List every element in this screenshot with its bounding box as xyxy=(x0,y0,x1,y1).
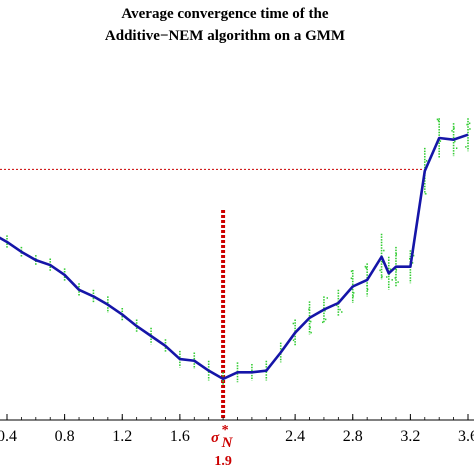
scatter-point xyxy=(425,160,428,162)
scatter-point xyxy=(394,277,396,279)
scatter-point xyxy=(379,269,381,272)
scatter-point xyxy=(364,265,367,268)
scatter-point xyxy=(391,279,393,281)
scatter-point xyxy=(341,311,343,313)
scatter-point xyxy=(412,254,415,257)
scatter-point xyxy=(366,284,368,287)
x-tick-label: 0.8 xyxy=(55,428,75,445)
annotations: σ *N 1.9 xyxy=(211,423,234,469)
scatter-point xyxy=(411,262,414,264)
scatter-point xyxy=(468,122,471,125)
scatter-point xyxy=(365,267,367,269)
scatter-point xyxy=(353,292,355,294)
optimal-noise-symbol: σ xyxy=(211,430,220,446)
scatter-point xyxy=(366,288,369,291)
plot-area xyxy=(0,118,471,420)
convergence-time-line xyxy=(0,133,469,381)
x-axis: 0.4 0.8 1.2 1.6 2.4 2.8 3.2 3.6 xyxy=(0,414,474,445)
x-tick-label: 2.8 xyxy=(343,428,363,445)
scatter-point xyxy=(326,297,328,299)
scatter-point xyxy=(397,281,399,283)
scatter-point xyxy=(324,318,327,321)
scatter-point xyxy=(308,308,310,311)
optimal-noise-subscript: N xyxy=(221,435,234,451)
scatter-point xyxy=(425,192,427,195)
scatter-point xyxy=(466,123,468,126)
scatter-point xyxy=(408,257,411,260)
optimal-noise-value: 1.9 xyxy=(214,454,232,469)
scatter-point xyxy=(451,129,453,132)
scatter-point xyxy=(437,119,440,122)
scatter-point xyxy=(469,128,471,130)
x-tick-label: 3.6 xyxy=(458,428,474,445)
x-tick-label: 0.4 xyxy=(0,428,17,445)
x-tick-label: 2.4 xyxy=(285,428,305,445)
scatter-point xyxy=(395,269,398,271)
scatter-point xyxy=(436,118,439,121)
chart-title-line-1: Average convergence time of the xyxy=(121,6,328,22)
scatter-point xyxy=(455,147,458,150)
scatter-point xyxy=(309,326,311,329)
scatter-point xyxy=(310,331,312,334)
scatter-point xyxy=(395,253,398,255)
scatter-point xyxy=(439,140,442,142)
x-tick-label: 1.2 xyxy=(112,428,132,445)
scatter-point xyxy=(383,249,385,252)
chart-title-line-2: Additive−NEM algorithm on a GMM xyxy=(105,28,345,44)
scatter-point xyxy=(324,309,326,312)
x-tick-label: 3.2 xyxy=(400,428,420,445)
scatter-point xyxy=(336,304,338,307)
scatter-point xyxy=(292,322,294,325)
scatter-point xyxy=(386,276,388,278)
scatter-point xyxy=(339,308,341,311)
optimal-noise-superscript: * xyxy=(222,423,229,438)
scatter-point xyxy=(389,268,392,271)
scatter-point xyxy=(310,320,312,323)
scatter-point xyxy=(350,277,353,280)
scatter-point xyxy=(454,140,456,143)
x-tick-label: 1.6 xyxy=(170,428,190,445)
scatter-point xyxy=(381,275,383,278)
scatter-point xyxy=(350,270,353,273)
scatter-point xyxy=(321,321,324,324)
scatter-point xyxy=(292,339,295,342)
scatter-point xyxy=(465,146,467,148)
scatter-point xyxy=(453,127,455,129)
scatter-point xyxy=(352,295,354,297)
